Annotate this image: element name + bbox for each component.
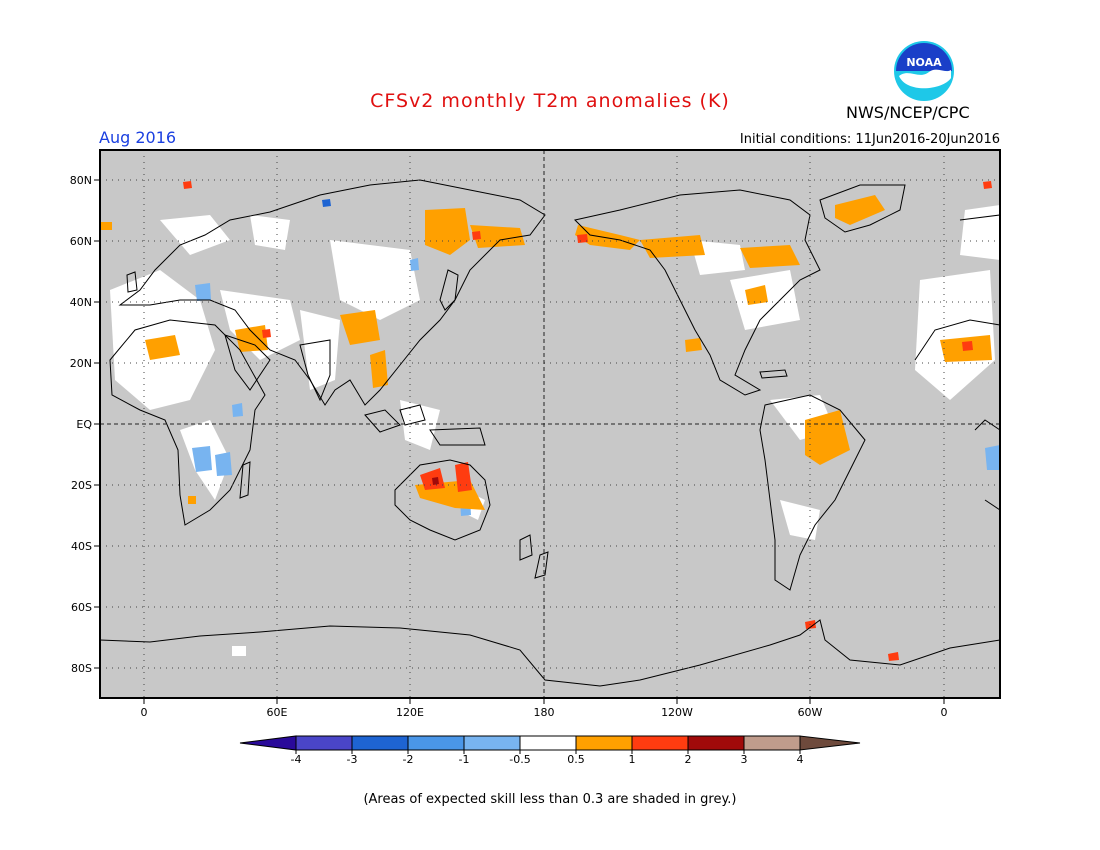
legend-swatch bbox=[743, 735, 801, 751]
blue-anomaly-patches bbox=[322, 199, 331, 207]
legend-label: -2 bbox=[403, 753, 414, 766]
legend-label: 2 bbox=[685, 753, 692, 766]
lon-label: 120E bbox=[396, 706, 424, 719]
legend-swatch bbox=[575, 735, 633, 751]
legend-label: 1 bbox=[629, 753, 636, 766]
legend-swatch bbox=[631, 735, 689, 751]
lat-label: 20S bbox=[71, 479, 92, 492]
legend-swatch bbox=[295, 735, 353, 751]
legend-label: 4 bbox=[797, 753, 804, 766]
logo-text: NOAA bbox=[906, 56, 942, 69]
lon-label: 0 bbox=[941, 706, 948, 719]
coastlines bbox=[99, 179, 1001, 687]
legend-label: -0.5 bbox=[509, 753, 530, 766]
legend-label: 0.5 bbox=[567, 753, 585, 766]
legend-swatch bbox=[407, 735, 465, 751]
legend-swatch bbox=[687, 735, 745, 751]
tick-marks bbox=[94, 179, 945, 704]
legend-arrow-high bbox=[799, 735, 861, 751]
noaa-logo: NOAA bbox=[893, 40, 955, 102]
lat-label: 40S bbox=[71, 540, 92, 553]
lat-label: 60S bbox=[71, 601, 92, 614]
lon-label: 0 bbox=[141, 706, 148, 719]
legend-label: -1 bbox=[459, 753, 470, 766]
lat-label: EQ bbox=[76, 418, 92, 431]
lon-label: 180 bbox=[534, 706, 555, 719]
map-title: CFSv2 monthly T2m anomalies (K) bbox=[370, 90, 730, 112]
lat-label: 20N bbox=[70, 357, 92, 370]
darkred-anomaly-patches bbox=[432, 477, 439, 485]
legend-swatch bbox=[463, 735, 521, 751]
lon-label: 120W bbox=[661, 706, 693, 719]
legend-arrow-low bbox=[239, 735, 297, 751]
lat-label: 60N bbox=[70, 235, 92, 248]
legend-label: 3 bbox=[741, 753, 748, 766]
color-legend bbox=[239, 735, 861, 754]
legend-label: -3 bbox=[347, 753, 358, 766]
agency-label: NWS/NCEP/CPC bbox=[846, 103, 970, 122]
equator-dateline bbox=[100, 150, 1000, 698]
legend-swatch bbox=[519, 735, 577, 751]
lat-label: 40N bbox=[70, 296, 92, 309]
lat-lon-grid bbox=[100, 150, 1000, 698]
legend-label: -4 bbox=[291, 753, 302, 766]
skill-footnote: (Areas of expected skill less than 0.3 a… bbox=[363, 792, 737, 807]
initial-conditions: Initial conditions: 11Jun2016-20Jun2016 bbox=[739, 132, 1000, 147]
legend-swatch bbox=[351, 735, 409, 751]
lat-label: 80S bbox=[71, 662, 92, 675]
lon-label: 60W bbox=[798, 706, 823, 719]
lat-label: 80N bbox=[70, 174, 92, 187]
lon-label: 60E bbox=[267, 706, 288, 719]
forecast-period: Aug 2016 bbox=[99, 128, 177, 147]
